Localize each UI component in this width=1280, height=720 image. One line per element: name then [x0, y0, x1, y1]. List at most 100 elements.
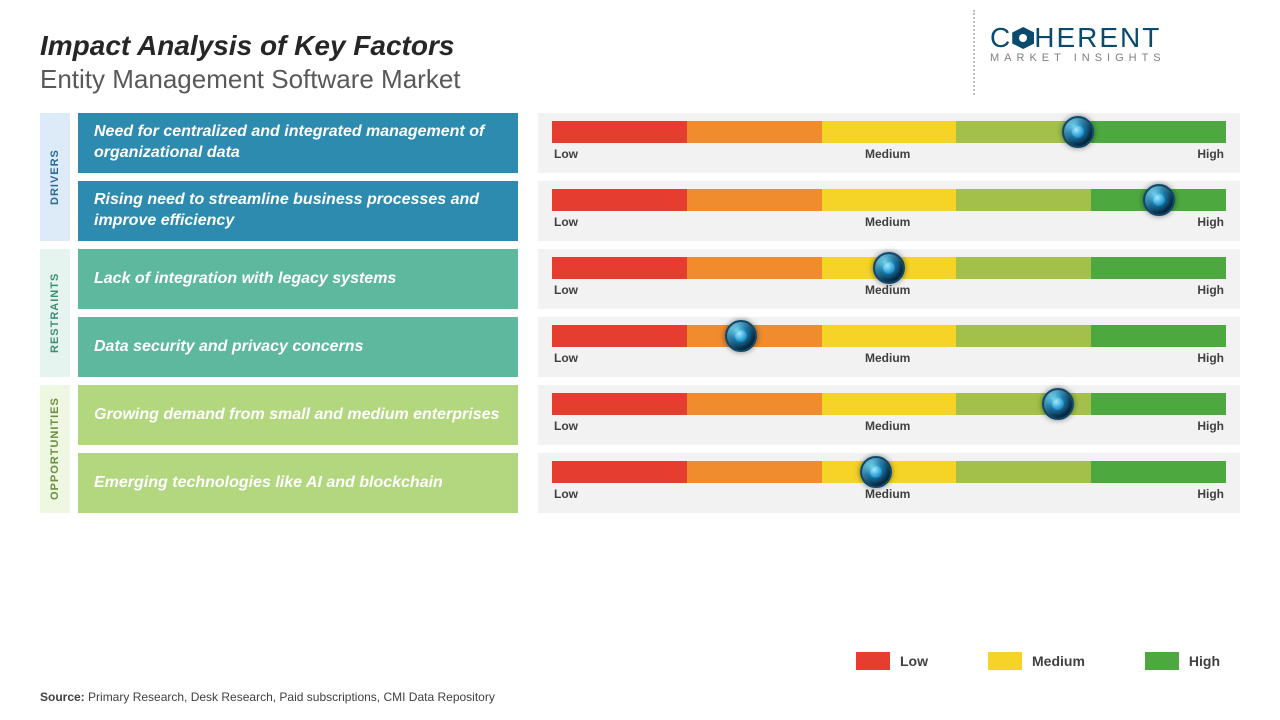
- legend-swatch: [856, 652, 890, 670]
- legend: Low Medium High: [856, 652, 1220, 670]
- logo-letter-c: C: [990, 22, 1012, 53]
- scale-segment: [822, 325, 957, 347]
- factors-column: Growing demand from small and medium ent…: [78, 385, 518, 513]
- scale-label-medium: Medium: [865, 283, 910, 297]
- factors-column: Need for centralized and integrated mana…: [78, 113, 518, 241]
- logo: C HERENT MARKET INSIGHTS: [990, 22, 1240, 64]
- category-row: OPPORTUNITIES Growing demand from small a…: [40, 385, 1240, 513]
- scale-labels: Low Medium High: [552, 351, 1226, 365]
- scale-segment: [687, 189, 822, 211]
- scale-label-low: Low: [554, 215, 578, 229]
- scale-bar: [552, 121, 1226, 143]
- scales-column: LowMediumHighLowMediumHigh: [538, 385, 1240, 513]
- factor-box: Emerging technologies like AI and blockc…: [78, 453, 518, 513]
- scale-segment: [552, 393, 687, 415]
- factor-box: Data security and privacy concerns: [78, 317, 518, 377]
- category-tab: RESTRAINTS: [40, 249, 70, 377]
- page-subtitle: Entity Management Software Market: [40, 64, 1240, 95]
- impact-scale: LowMediumHigh: [538, 385, 1240, 445]
- scale-label-high: High: [1197, 283, 1224, 297]
- legend-label: Low: [900, 653, 928, 669]
- scale-bar: [552, 189, 1226, 211]
- category-row: RESTRAINTS Lack of integration with legac…: [40, 249, 1240, 377]
- factor-box: Need for centralized and integrated mana…: [78, 113, 518, 173]
- scales-column: Low Medium High Low Medium High: [538, 249, 1240, 377]
- scale-segment: [552, 461, 687, 483]
- scales-column: LowMediumHighLowMediumHigh: [538, 113, 1240, 241]
- legend-label: High: [1189, 653, 1220, 669]
- scale-segment: [552, 121, 687, 143]
- scale-segment: [1091, 393, 1226, 415]
- logo-subtext: MARKET INSIGHTS: [990, 52, 1240, 64]
- category-row: DRIVERS Need for centralized and integrat…: [40, 113, 1240, 241]
- scale-labels: Low Medium High: [552, 487, 1226, 501]
- scale-label-low: Low: [554, 351, 578, 365]
- legend-item: High: [1145, 652, 1220, 670]
- logo-rest: HERENT: [1034, 22, 1161, 53]
- scale-segment: [956, 189, 1091, 211]
- scale-label-low: Low: [554, 419, 578, 433]
- scale-labels: LowMediumHigh: [552, 147, 1226, 161]
- factor-box: Growing demand from small and medium ent…: [78, 385, 518, 445]
- scale-segment: [956, 461, 1091, 483]
- factor-box: Rising need to streamline business proce…: [78, 181, 518, 241]
- scale-label-high: High: [1197, 351, 1224, 365]
- scale-label-medium: Medium: [865, 351, 910, 365]
- scale-segment: [552, 257, 687, 279]
- scale-segment: [687, 257, 822, 279]
- scale-label-medium: Medium: [865, 487, 910, 501]
- scale-label-high: High: [1197, 487, 1224, 501]
- scale-segment: [822, 121, 957, 143]
- scale-segment: [822, 189, 957, 211]
- category-tab: DRIVERS: [40, 113, 70, 241]
- scale-label-high: High: [1197, 215, 1224, 229]
- scale-segment: [552, 189, 687, 211]
- scale-label-high: High: [1197, 147, 1224, 161]
- scale-label-low: Low: [554, 487, 578, 501]
- scale-segment: [552, 325, 687, 347]
- scale-labels: Low Medium High: [552, 283, 1226, 297]
- legend-label: Medium: [1032, 653, 1085, 669]
- scale-label-medium: Medium: [865, 147, 910, 161]
- factors-column: Lack of integration with legacy systems D…: [78, 249, 518, 377]
- vertical-divider: [973, 10, 975, 95]
- scale-segment: [687, 461, 822, 483]
- impact-grid: DRIVERS Need for centralized and integrat…: [40, 113, 1240, 513]
- category-tab: OPPORTUNITIES: [40, 385, 70, 513]
- scale-segment: [822, 393, 957, 415]
- scale-segment: [1091, 461, 1226, 483]
- legend-swatch: [1145, 652, 1179, 670]
- impact-scale: Low Medium High: [538, 181, 1240, 241]
- impact-marker: [1062, 116, 1094, 148]
- source-text: Primary Research, Desk Research, Paid su…: [85, 690, 495, 704]
- scale-bar: [552, 325, 1226, 347]
- impact-scale: Low Medium High: [538, 249, 1240, 309]
- scale-label-low: Low: [554, 283, 578, 297]
- legend-item: Low: [856, 652, 928, 670]
- scale-segment: [687, 393, 822, 415]
- impact-scale: Low Medium High: [538, 453, 1240, 513]
- impact-scale: Low Medium High: [538, 317, 1240, 377]
- factor-box: Lack of integration with legacy systems: [78, 249, 518, 309]
- impact-marker: [1143, 184, 1175, 216]
- legend-swatch: [988, 652, 1022, 670]
- scale-segment: [1091, 257, 1226, 279]
- scale-label-medium: Medium: [865, 419, 910, 433]
- impact-marker: [873, 252, 905, 284]
- scale-label-medium: Medium: [865, 215, 910, 229]
- scale-segment: [687, 121, 822, 143]
- scale-labels: Low Medium High: [552, 215, 1226, 229]
- scale-bar: [552, 393, 1226, 415]
- scale-segment: [1091, 325, 1226, 347]
- source-label: Source:: [40, 690, 85, 704]
- impact-marker: [725, 320, 757, 352]
- hexagon-icon: [1012, 27, 1034, 49]
- scale-segment: [1091, 121, 1226, 143]
- scale-segment: [956, 325, 1091, 347]
- scale-bar: [552, 257, 1226, 279]
- scale-labels: LowMediumHigh: [552, 419, 1226, 433]
- legend-item: Medium: [988, 652, 1085, 670]
- impact-scale: LowMediumHigh: [538, 113, 1240, 173]
- scale-segment: [956, 257, 1091, 279]
- source-footer: Source: Primary Research, Desk Research,…: [40, 690, 495, 704]
